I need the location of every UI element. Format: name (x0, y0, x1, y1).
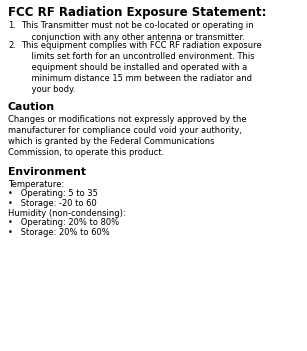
Text: 2.: 2. (8, 41, 16, 50)
Text: •   Operating: 20% to 80%: • Operating: 20% to 80% (8, 219, 119, 227)
Text: •   Storage: -20 to 60: • Storage: -20 to 60 (8, 199, 97, 208)
Text: •   Operating: 5 to 35: • Operating: 5 to 35 (8, 190, 98, 198)
Text: This Transmitter must not be co-located or operating in
    conjunction with any: This Transmitter must not be co-located … (21, 21, 254, 42)
Text: 1.: 1. (8, 21, 16, 31)
Text: Caution: Caution (8, 102, 55, 112)
Text: •   Storage: 20% to 60%: • Storage: 20% to 60% (8, 228, 110, 237)
Text: Humidity (non-condensing):: Humidity (non-condensing): (8, 209, 126, 218)
Text: Environment: Environment (8, 167, 86, 177)
Text: FCC RF Radiation Exposure Statement:: FCC RF Radiation Exposure Statement: (8, 6, 266, 19)
Text: This equipment complies with FCC RF radiation exposure
    limits set forth for : This equipment complies with FCC RF radi… (21, 41, 262, 94)
Text: Temperature:: Temperature: (8, 180, 64, 189)
Text: Changes or modifications not expressly approved by the
manufacturer for complian: Changes or modifications not expressly a… (8, 115, 247, 157)
